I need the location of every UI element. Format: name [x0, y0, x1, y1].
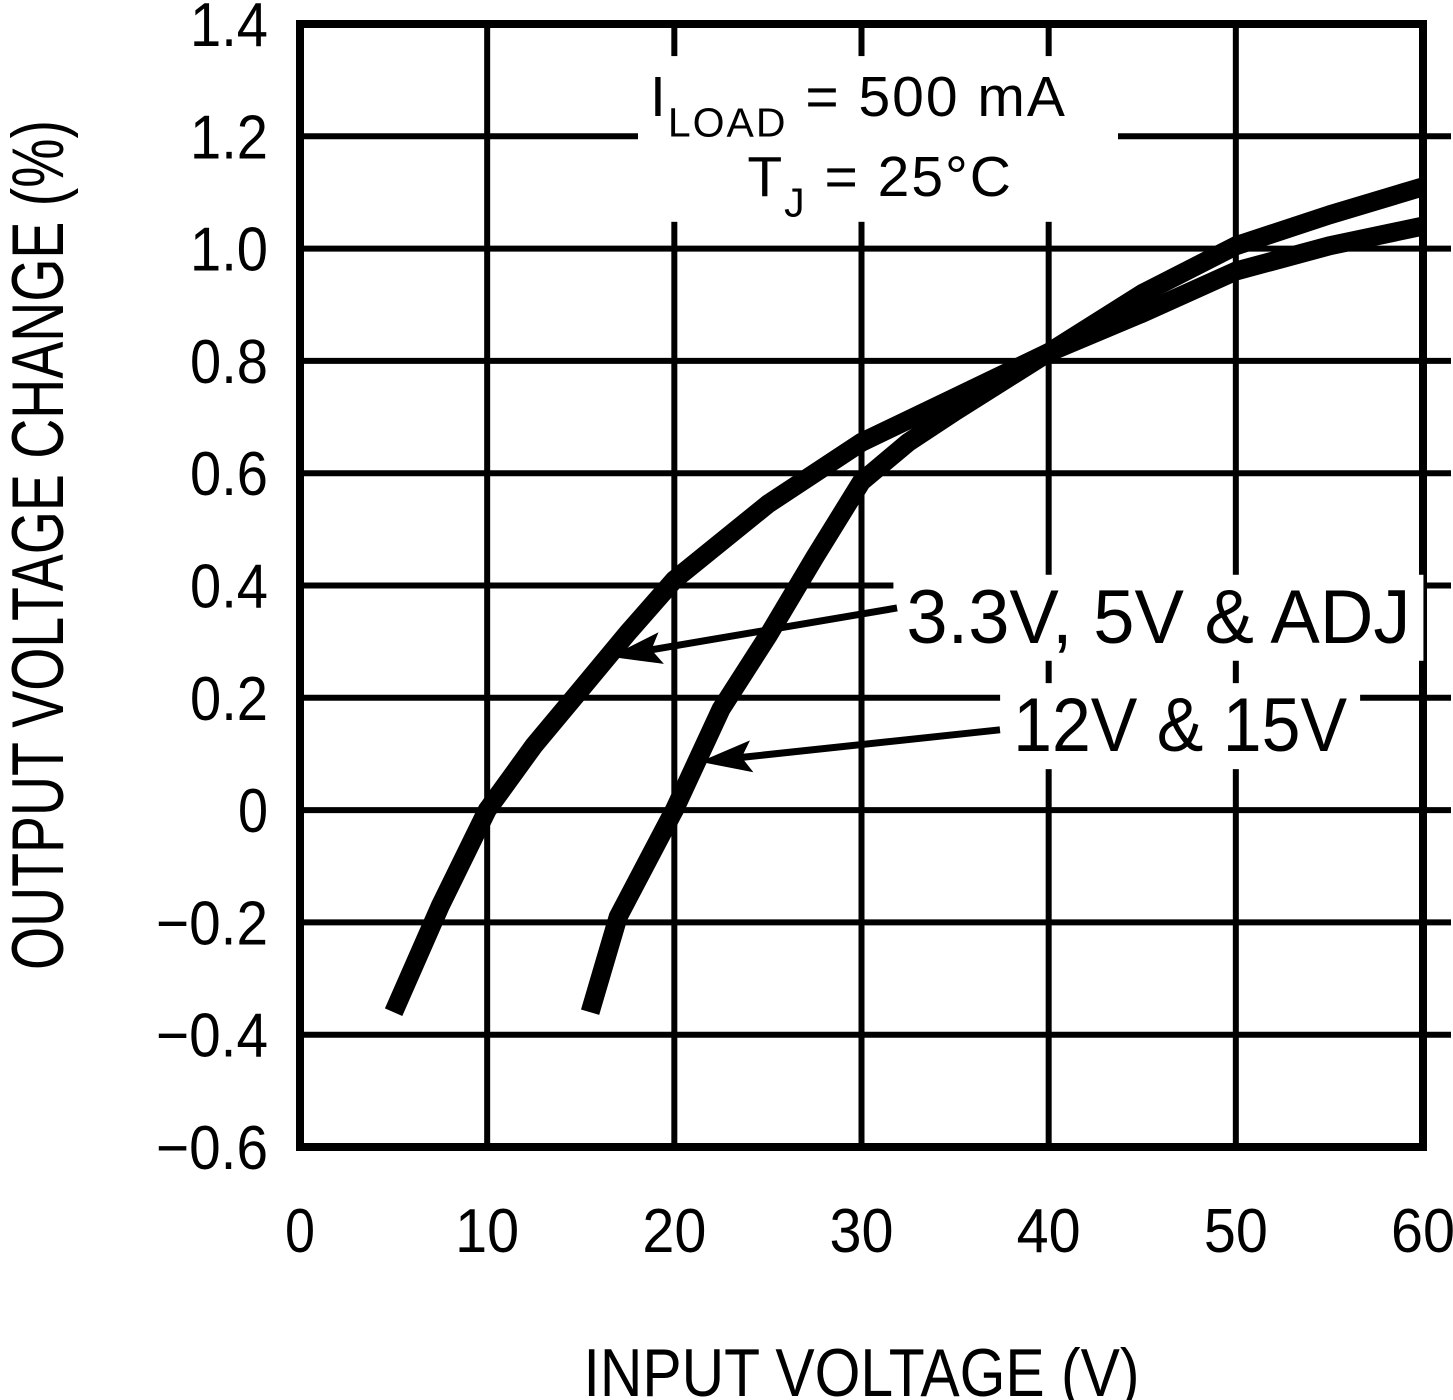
callout-arrow-shaft-3.3v-5v-adj — [638, 604, 898, 656]
y-tick-label-0.6: 0.6 — [190, 440, 268, 509]
condition-line-1: TJ = 25°C — [747, 145, 1013, 226]
y-tick-label-−0.4: −0.4 — [156, 1002, 268, 1071]
y-tick-label-1.2: 1.2 — [190, 103, 268, 172]
y-tick-label-−0.6: −0.6 — [156, 1114, 268, 1183]
condition-line-0: ILOAD = 500 mA — [650, 65, 1067, 146]
x-tick-label-40: 40 — [1017, 1197, 1081, 1266]
callout-arrow-head-12v-15v — [700, 740, 754, 773]
y-tick-label-0.4: 0.4 — [190, 553, 268, 622]
x-tick-label-10: 10 — [455, 1197, 519, 1266]
series-label-box-3.3v-5v-adj — [893, 574, 1424, 661]
series-label-12v-15v: 12V & 15V — [1013, 683, 1347, 768]
curve-12v-15v — [580, 177, 1426, 1015]
callout-arrow-shaft-12v-15v — [729, 726, 1001, 763]
y-tick-label-0: 0 — [238, 777, 268, 846]
callout-arrow-head-3.3v-5v-adj — [609, 632, 664, 664]
y-tick-label-1.0: 1.0 — [190, 216, 268, 285]
conditions-box — [638, 56, 1119, 222]
x-tick-label-30: 30 — [830, 1197, 894, 1266]
curve-3.3v-5v-adj — [384, 216, 1425, 1017]
y-tick-label-0.2: 0.2 — [190, 665, 268, 734]
y-axis-title: OUTPUT VOLTAGE CHANGE (%) — [0, 120, 79, 970]
series-label-box-12v-15v — [1000, 683, 1361, 770]
x-tick-label-0: 0 — [285, 1197, 315, 1266]
x-axis-title: INPUT VOLTAGE (V) — [584, 1335, 1140, 1400]
x-tick-label-60: 60 — [1391, 1197, 1453, 1266]
y-tick-label-−0.2: −0.2 — [156, 889, 268, 958]
series-label-3.3v-5v-adj: 3.3V, 5V & ADJ — [906, 575, 1410, 660]
x-tick-label-50: 50 — [1204, 1197, 1268, 1266]
y-tick-label-0.8: 0.8 — [190, 328, 268, 397]
x-tick-label-20: 20 — [642, 1197, 706, 1266]
y-tick-label-1.4: 1.4 — [190, 0, 268, 60]
